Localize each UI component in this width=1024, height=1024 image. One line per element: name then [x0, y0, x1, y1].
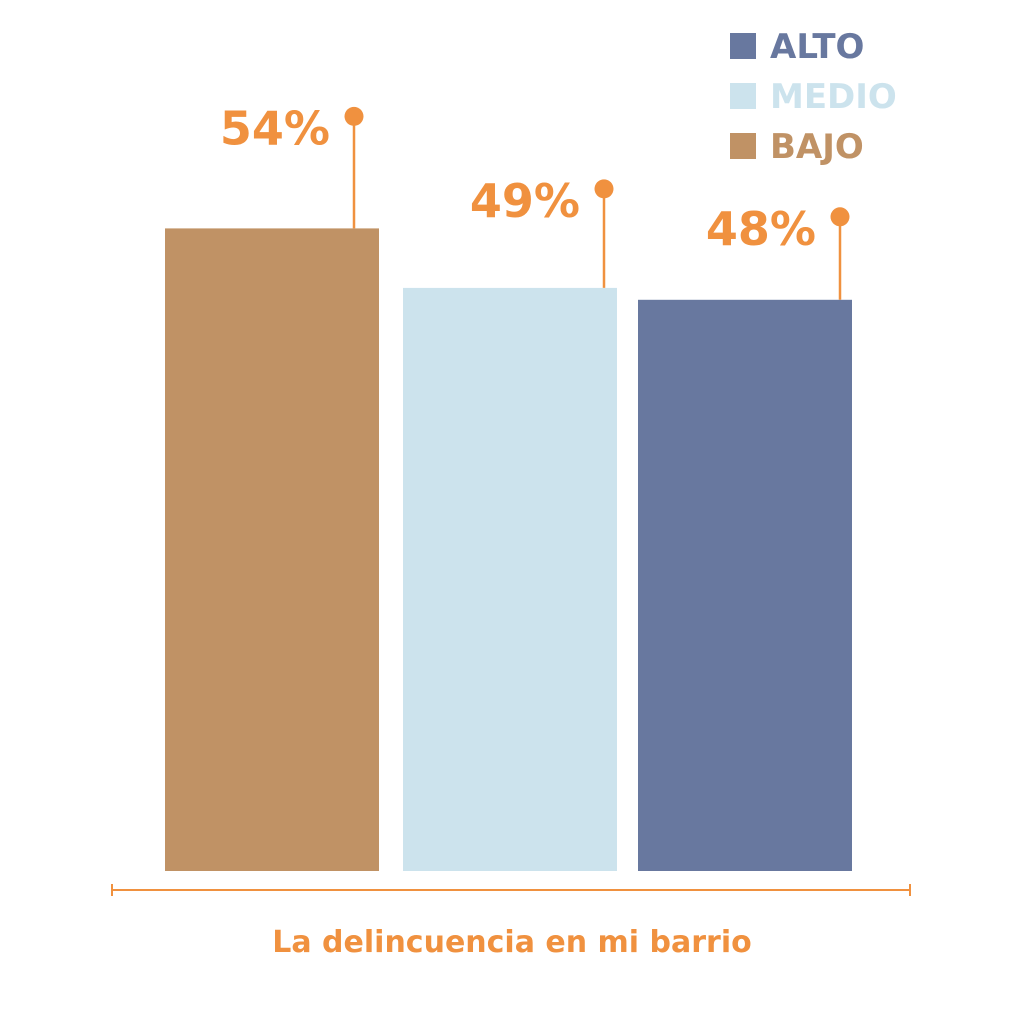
legend-label-bajo: BAJO [770, 127, 864, 167]
data-label: 54% [220, 101, 330, 155]
legend-label-alto: ALTO [770, 27, 864, 67]
legend-label-medio: MEDIO [770, 77, 897, 117]
value-marker-dot [830, 207, 850, 227]
value-marker-dot [344, 106, 364, 126]
data-label: 48% [706, 202, 816, 256]
bar-alto [638, 299, 852, 871]
legend-swatch-alto [730, 33, 756, 59]
legend: ALTO MEDIO BAJO [730, 27, 897, 167]
x-axis-label: La delincuencia en mi barrio [272, 925, 752, 960]
data-label: 49% [470, 174, 580, 228]
legend-swatch-medio [730, 83, 756, 109]
bar-medio [403, 287, 617, 871]
bars-group: 54% 49% 48% [165, 101, 852, 871]
legend-swatch-bajo [730, 133, 756, 159]
value-marker-dot [594, 179, 614, 199]
bar-bajo [165, 228, 379, 871]
